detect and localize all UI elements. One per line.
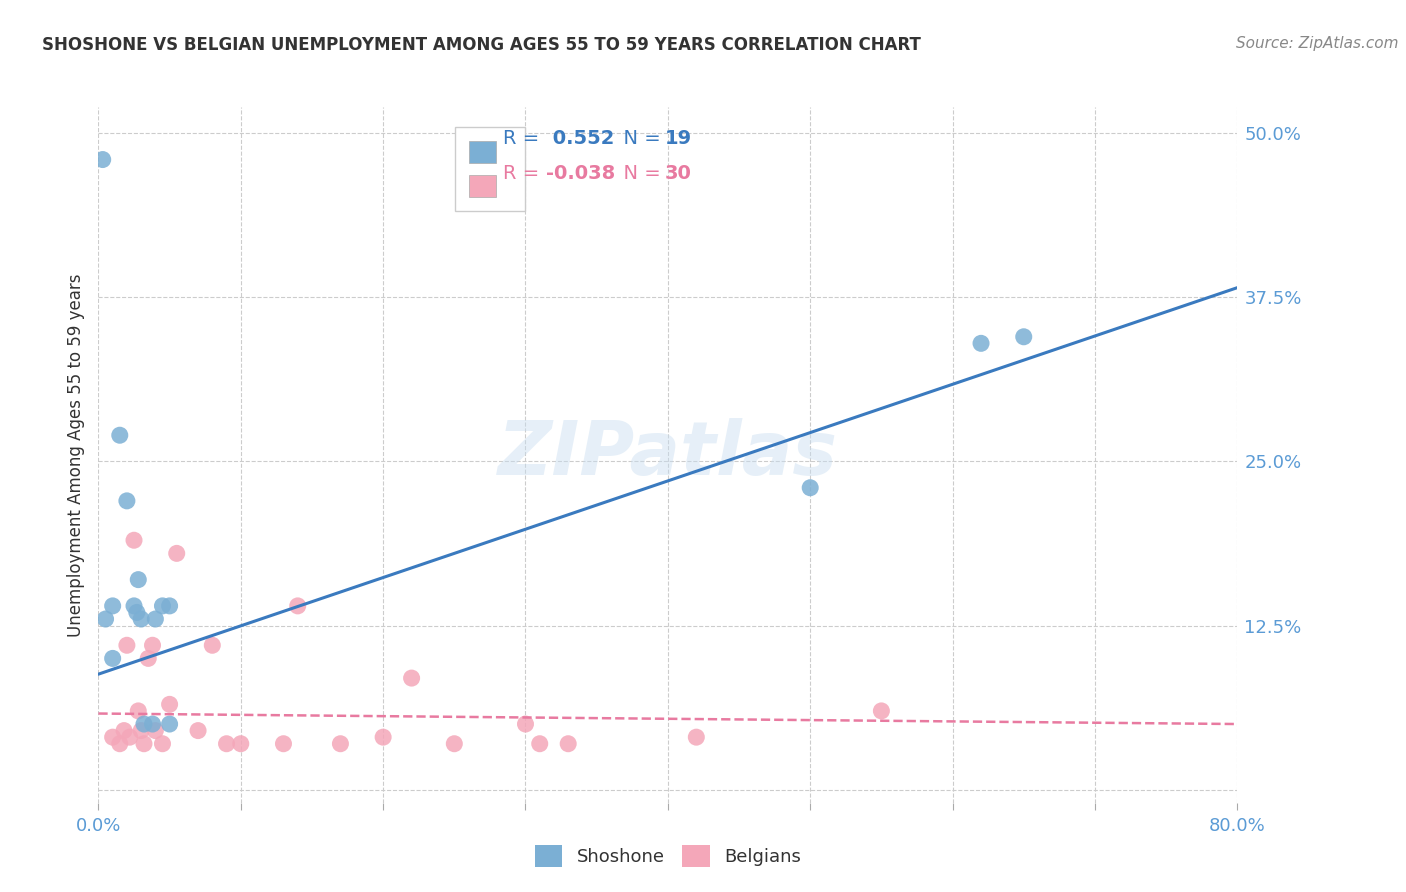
Text: Source: ZipAtlas.com: Source: ZipAtlas.com bbox=[1236, 36, 1399, 51]
Point bbox=[443, 737, 465, 751]
Point bbox=[273, 737, 295, 751]
Point bbox=[127, 573, 149, 587]
Point bbox=[127, 704, 149, 718]
Point bbox=[970, 336, 993, 351]
Point bbox=[152, 599, 174, 613]
Text: -0.038: -0.038 bbox=[546, 163, 616, 183]
Point bbox=[329, 737, 352, 751]
Text: R =: R = bbox=[503, 128, 546, 148]
Point bbox=[118, 730, 141, 744]
Point bbox=[159, 717, 181, 731]
Text: N =: N = bbox=[610, 128, 666, 148]
Text: 30: 30 bbox=[665, 163, 692, 183]
Point bbox=[401, 671, 423, 685]
Point bbox=[112, 723, 135, 738]
Point bbox=[122, 599, 145, 613]
Point bbox=[557, 737, 579, 751]
Point bbox=[685, 730, 707, 744]
Point bbox=[145, 723, 167, 738]
Point bbox=[159, 599, 181, 613]
Point bbox=[136, 651, 159, 665]
Point bbox=[101, 599, 124, 613]
Point bbox=[141, 717, 163, 731]
Text: SHOSHONE VS BELGIAN UNEMPLOYMENT AMONG AGES 55 TO 59 YEARS CORRELATION CHART: SHOSHONE VS BELGIAN UNEMPLOYMENT AMONG A… bbox=[42, 36, 921, 54]
Point bbox=[1012, 330, 1035, 344]
Point bbox=[529, 737, 551, 751]
Point bbox=[141, 638, 163, 652]
Point bbox=[94, 612, 117, 626]
Point bbox=[91, 153, 114, 167]
Point bbox=[132, 717, 155, 731]
Point bbox=[108, 737, 131, 751]
Point bbox=[122, 533, 145, 548]
Point bbox=[515, 717, 537, 731]
Point bbox=[129, 612, 152, 626]
Text: R =: R = bbox=[503, 163, 546, 183]
Point bbox=[159, 698, 181, 712]
Point bbox=[187, 723, 209, 738]
Point bbox=[229, 737, 252, 751]
Point bbox=[373, 730, 395, 744]
Point bbox=[799, 481, 821, 495]
Point bbox=[152, 737, 174, 751]
Y-axis label: Unemployment Among Ages 55 to 59 years: Unemployment Among Ages 55 to 59 years bbox=[66, 273, 84, 637]
Text: ZIPatlas: ZIPatlas bbox=[498, 418, 838, 491]
Text: 0.552: 0.552 bbox=[546, 128, 614, 148]
Point bbox=[115, 638, 138, 652]
Text: N =: N = bbox=[610, 163, 666, 183]
Point bbox=[125, 606, 148, 620]
Point bbox=[215, 737, 238, 751]
Point bbox=[115, 494, 138, 508]
Point bbox=[145, 612, 167, 626]
Point bbox=[132, 737, 155, 751]
Point bbox=[201, 638, 224, 652]
Point bbox=[166, 546, 188, 560]
Text: 19: 19 bbox=[665, 128, 692, 148]
Point bbox=[101, 651, 124, 665]
Point bbox=[108, 428, 131, 442]
Point bbox=[129, 723, 152, 738]
Point bbox=[101, 730, 124, 744]
Legend: Shoshone, Belgians: Shoshone, Belgians bbox=[527, 838, 808, 874]
Point bbox=[870, 704, 893, 718]
Point bbox=[287, 599, 309, 613]
